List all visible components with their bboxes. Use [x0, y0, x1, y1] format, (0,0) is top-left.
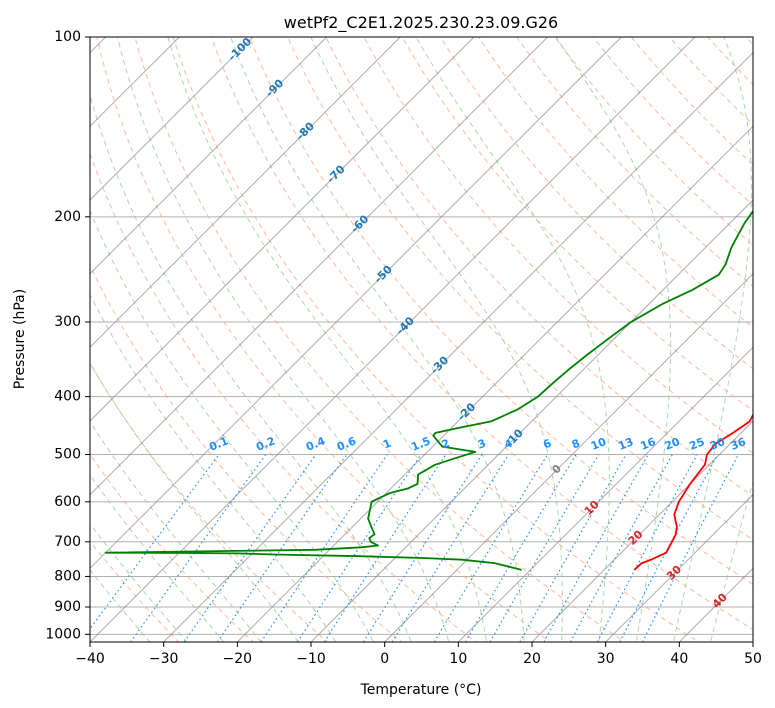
dry-adiabat — [96, 37, 552, 642]
chart-title: wetPf2_C2E1.2025.230.23.09.G26 — [284, 13, 558, 33]
moist-adiabat — [90, 209, 375, 642]
isotherm-line — [531, 420, 753, 642]
mixing-ratio-lines — [90, 454, 739, 642]
mixing-ratio-line — [296, 454, 422, 642]
isotherm-line — [90, 37, 254, 201]
x-axis-ticks: −40 −30 −20 −10 0 10 20 30 40 50 — [75, 642, 762, 667]
x-tick-label: −40 — [75, 651, 105, 667]
moist-adiabats — [90, 37, 753, 642]
isotherm-line — [90, 37, 475, 422]
dry-adiabat — [248, 37, 753, 585]
y-tick-label: 100 — [54, 29, 81, 45]
moist-adiabat — [415, 37, 610, 642]
x-tick-label: 30 — [597, 651, 615, 667]
mixing-ratio-line — [323, 454, 447, 642]
moist-adiabat — [90, 474, 225, 642]
x-tick-label: −20 — [223, 651, 253, 667]
mixing-ratio-label: 8 — [570, 437, 582, 452]
moist-adiabat — [90, 522, 188, 642]
y-tick-label: 600 — [54, 494, 81, 510]
x-tick-label: 0 — [380, 651, 389, 667]
isotherm-line — [90, 37, 549, 496]
isotherm-line — [236, 125, 753, 642]
x-tick-label: 20 — [523, 651, 541, 667]
dry-adiabat — [210, 37, 753, 631]
dry-adiabat — [90, 152, 477, 642]
moist-adiabat — [90, 93, 412, 642]
dry-adiabat — [439, 37, 753, 370]
dry-adiabat — [325, 37, 753, 497]
mixing-ratio-line — [183, 454, 317, 642]
y-tick-label: 200 — [54, 209, 81, 225]
mixing-ratio-label: 10 — [589, 435, 608, 453]
mixing-ratio-line — [519, 454, 627, 642]
y-tick-label: 700 — [54, 534, 81, 550]
dry-adiabat — [90, 264, 403, 642]
mixing-ratio-label: 1 — [381, 437, 393, 452]
mixing-ratio-line — [90, 454, 220, 630]
mixing-ratio-line — [362, 454, 483, 642]
mixing-ratio-label: 30 — [708, 435, 727, 453]
isotherm-line — [605, 493, 753, 642]
isotherm-line — [90, 37, 328, 275]
dry-adiabat — [90, 362, 329, 642]
mixing-ratio-label: 2 — [440, 437, 452, 452]
mixing-ratio-line — [642, 454, 739, 642]
x-tick-label: 40 — [670, 651, 688, 667]
moist-adiabat — [167, 37, 488, 642]
y-tick-label: 300 — [54, 314, 81, 330]
isotherm-line — [457, 346, 753, 642]
mixing-ratio-label: 36 — [729, 435, 748, 453]
y-tick-label: 400 — [54, 389, 81, 405]
isotherm-line — [90, 37, 696, 642]
mixing-ratio-line — [391, 454, 510, 642]
isotherm-line — [90, 37, 622, 570]
moist-adiabat — [90, 362, 299, 642]
isotherm-line — [384, 272, 753, 642]
isotherm-line — [163, 51, 753, 642]
x-tick-label: −10 — [296, 651, 326, 667]
dewpoint-profile — [104, 209, 753, 571]
moist-adiabat — [310, 37, 563, 642]
x-tick-label: 50 — [744, 651, 762, 667]
x-tick-label: 10 — [449, 651, 467, 667]
dry-adiabat — [401, 37, 753, 412]
y-tick-label: 900 — [54, 599, 81, 615]
mixing-ratio-line — [619, 454, 719, 642]
mixing-ratio-line — [596, 454, 698, 642]
plot-area: -100-90-80-70-60-50-40-30-20-100.1 0.2 0.4… — [45, 29, 762, 667]
moist-adiabat — [672, 37, 752, 642]
mixing-ratio-line — [260, 454, 388, 642]
mixing-ratio-label: 20 — [663, 435, 682, 453]
isotherm-line — [310, 199, 753, 642]
y-axis-ticks: 100 200 300 400 500 600 700 800 900 1000 — [45, 29, 90, 642]
mixing-ratio-line — [216, 454, 348, 642]
isotherm-line — [90, 37, 401, 349]
mixing-ratio-label: 25 — [687, 435, 706, 453]
dry-adiabat — [134, 37, 626, 642]
mixing-ratio-line — [130, 454, 267, 642]
y-axis-label: Pressure (hPa) — [12, 289, 28, 389]
temperature-profile — [633, 412, 753, 571]
x-axis-label: Temperature (°C) — [360, 682, 482, 698]
y-tick-label: 500 — [54, 447, 81, 463]
sounding-series — [104, 209, 753, 571]
moist-adiabat — [90, 569, 151, 642]
pressure-gridlines — [90, 37, 753, 635]
plot-frame — [89, 36, 754, 643]
dry-adiabat — [287, 37, 753, 541]
isotherms — [90, 37, 753, 642]
mixing-ratio-label: 16 — [638, 435, 657, 453]
mixing-ratio-line — [489, 454, 600, 642]
mixing-ratio-label: 3 — [476, 437, 488, 452]
y-tick-label: 800 — [54, 568, 81, 584]
moist-adiabat — [116, 37, 450, 642]
moist-adiabat — [90, 421, 262, 642]
moist-adiabat — [710, 479, 753, 642]
x-tick-label: −30 — [149, 651, 179, 667]
mixing-ratio-label: 13 — [616, 435, 635, 453]
y-tick-label: 1000 — [45, 626, 81, 642]
